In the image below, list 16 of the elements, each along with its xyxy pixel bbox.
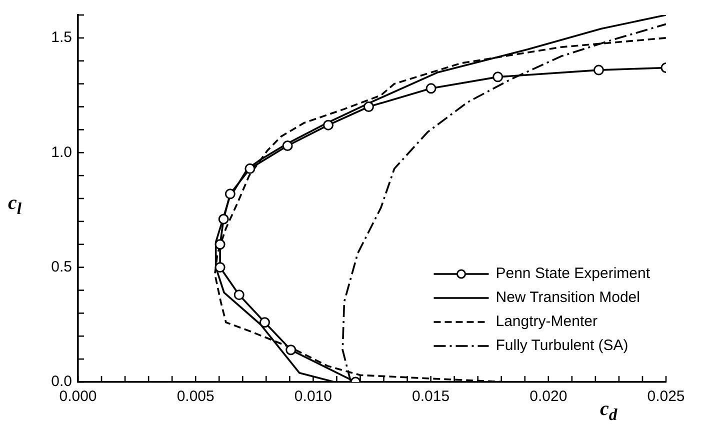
legend-label: Fully Turbulent (SA) <box>496 337 628 354</box>
x-tick-label: 0.010 <box>294 388 332 406</box>
x-axis-title: c$_{d}$ <box>600 398 618 425</box>
y-axis-title: c$_{l}$ <box>8 192 22 219</box>
legend-label: New Transition Model <box>496 289 640 306</box>
legend-label: Penn State Experiment <box>496 265 651 282</box>
x-tick-label: 0.015 <box>412 388 450 406</box>
y-tick-label: 0.5 <box>51 258 72 276</box>
y-tick-label: 1.5 <box>51 29 72 46</box>
x-tick-label: 0.025 <box>647 388 685 406</box>
legend-label: Langtry-Menter <box>496 313 598 330</box>
x-tick-label: 0.000 <box>59 388 97 406</box>
y-tick-label: 1.0 <box>51 144 72 161</box>
y-tick-label: 0.0 <box>51 373 72 390</box>
x-tick-label: 0.020 <box>530 388 568 406</box>
x-tick-label: 0.005 <box>176 388 214 406</box>
